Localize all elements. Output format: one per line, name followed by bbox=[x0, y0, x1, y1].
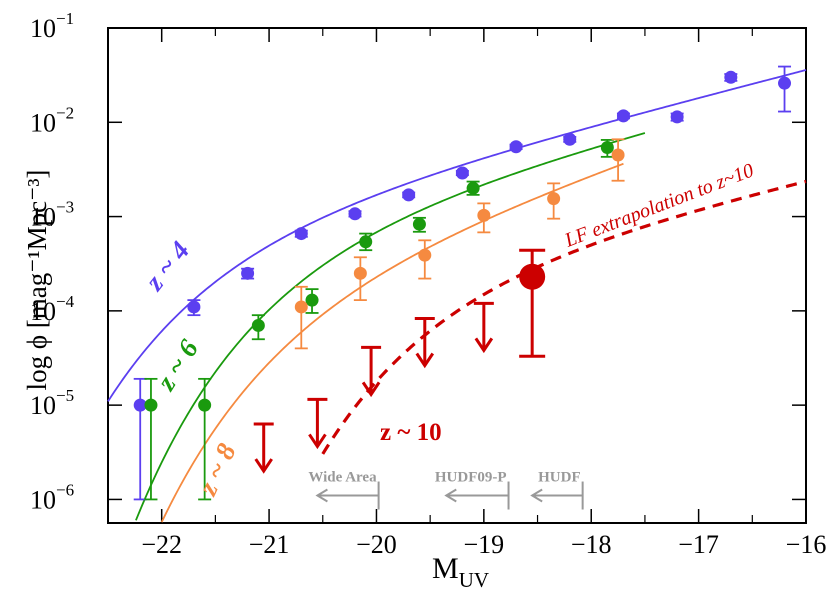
y-tick-label: 10−1 bbox=[30, 9, 74, 43]
y-tick-exponent: −4 bbox=[56, 292, 75, 311]
z4-data-point bbox=[670, 110, 684, 124]
y-tick-base: 10 bbox=[30, 485, 56, 514]
survey-limit: HUDF09-P bbox=[435, 470, 510, 510]
survey-arrow-head bbox=[444, 488, 457, 503]
x-tick-label: −21 bbox=[249, 530, 290, 559]
survey-limit-arrows: Wide Area HUDF09-P HUDF bbox=[308, 470, 584, 510]
y-tick-exponent: −2 bbox=[56, 103, 74, 122]
z4-fit-curve bbox=[107, 69, 807, 402]
survey-label: Wide Area bbox=[308, 470, 377, 486]
extrapolation-label: LF extrapolation to z~10 bbox=[561, 159, 757, 252]
x-tick-label: −20 bbox=[356, 530, 397, 559]
z4-data-point bbox=[294, 227, 308, 241]
x-tick-label: −18 bbox=[571, 530, 612, 559]
fit-curves bbox=[107, 69, 807, 523]
y-tick-label: 10−2 bbox=[30, 103, 74, 137]
upper-limit-head bbox=[308, 433, 327, 450]
x-axis-title: MUV bbox=[432, 552, 489, 592]
upper-limit-arrows bbox=[253, 301, 494, 474]
y-tick-exponent: −3 bbox=[56, 198, 74, 217]
survey-arrow-head bbox=[315, 488, 328, 503]
z4-data-point bbox=[724, 70, 738, 84]
z4-data-point bbox=[616, 109, 630, 123]
z6-data-point bbox=[359, 235, 373, 249]
y-tick-exponent: −1 bbox=[56, 9, 74, 28]
z4-label: z ~ 4 bbox=[138, 236, 195, 297]
plot-frame bbox=[107, 27, 807, 524]
z10-upper-limit-arrow bbox=[253, 422, 274, 474]
y-tick-label: 10−4 bbox=[30, 292, 75, 326]
z10-upper-limit-arrow bbox=[361, 345, 382, 398]
y-tick-base: 10 bbox=[30, 391, 56, 420]
z8-fit-curve bbox=[160, 162, 624, 523]
z6-data-point bbox=[412, 217, 426, 231]
z4-data-point bbox=[509, 140, 523, 154]
axis-ticks: −22 −21 −20 −19 −18 −17 −1610−610−510−410−310−… bbox=[30, 9, 826, 559]
survey-arrow-head bbox=[530, 488, 543, 503]
x-tick-label: −19 bbox=[464, 530, 505, 559]
x-tick-label: −22 bbox=[141, 530, 182, 559]
y-tick-base: 10 bbox=[30, 203, 56, 232]
z6-data-point bbox=[466, 181, 480, 195]
z8-data-point bbox=[294, 300, 308, 314]
z6-data-point bbox=[144, 398, 158, 412]
y-axis-title: log ϕ [mag⁻¹Mpc⁻³] bbox=[22, 170, 52, 391]
y-tick-exponent: −6 bbox=[56, 480, 74, 499]
survey-limit: HUDF bbox=[530, 470, 584, 510]
x-axis-title-main: M bbox=[432, 552, 459, 585]
z6-data-point bbox=[600, 141, 614, 155]
x-tick-label: −16 bbox=[786, 530, 827, 559]
z8-data-point bbox=[477, 208, 491, 222]
y-tick-base: 10 bbox=[30, 297, 56, 326]
y-tick-label: 10−3 bbox=[30, 198, 74, 232]
upper-limit-head bbox=[415, 352, 435, 369]
z6-data-point bbox=[305, 293, 319, 307]
survey-limit: Wide Area bbox=[308, 470, 380, 510]
z8-data-point bbox=[611, 148, 625, 162]
z10-upper-limit-arrow bbox=[307, 397, 328, 450]
z8-data-point bbox=[353, 266, 367, 280]
z6-fit-curve bbox=[135, 132, 646, 521]
z4-data-point bbox=[778, 76, 792, 90]
z10-upper-limit-arrow bbox=[473, 301, 494, 354]
upper-limit-head bbox=[254, 458, 273, 474]
error-bars bbox=[133, 65, 792, 501]
z8-label: z ~ 8 bbox=[192, 438, 242, 500]
survey-label: HUDF09-P bbox=[435, 470, 507, 486]
y-tick-exponent: −5 bbox=[56, 386, 74, 405]
x-axis-title-sub: UV bbox=[459, 568, 489, 592]
z8-data-point bbox=[418, 248, 432, 262]
x-tick-label: −17 bbox=[678, 530, 719, 559]
y-tick-label: 10−6 bbox=[30, 480, 74, 514]
z6-data-point bbox=[251, 318, 265, 332]
upper-limit-head bbox=[361, 381, 381, 398]
data-points bbox=[133, 70, 792, 412]
z6-data-point bbox=[198, 398, 212, 412]
z4-data-point bbox=[348, 207, 362, 221]
z10-upper-limit-arrow bbox=[414, 316, 435, 369]
z4-data-point bbox=[187, 300, 201, 314]
z4-data-point bbox=[133, 398, 147, 412]
y-tick-label: 10−5 bbox=[30, 386, 74, 420]
z4-data-point bbox=[455, 166, 469, 180]
y-tick-base: 10 bbox=[30, 14, 56, 43]
z10-label: z ~ 10 bbox=[380, 419, 442, 446]
upper-limit-head bbox=[474, 337, 494, 354]
z4-data-point bbox=[241, 266, 255, 280]
y-tick-base: 10 bbox=[30, 108, 56, 137]
z4-data-point bbox=[563, 132, 577, 146]
z10-data-point bbox=[519, 263, 546, 290]
survey-label: HUDF bbox=[538, 470, 581, 486]
z4-data-point bbox=[402, 188, 416, 202]
z8-data-point bbox=[547, 192, 561, 206]
z6-label: z ~ 6 bbox=[150, 334, 204, 396]
